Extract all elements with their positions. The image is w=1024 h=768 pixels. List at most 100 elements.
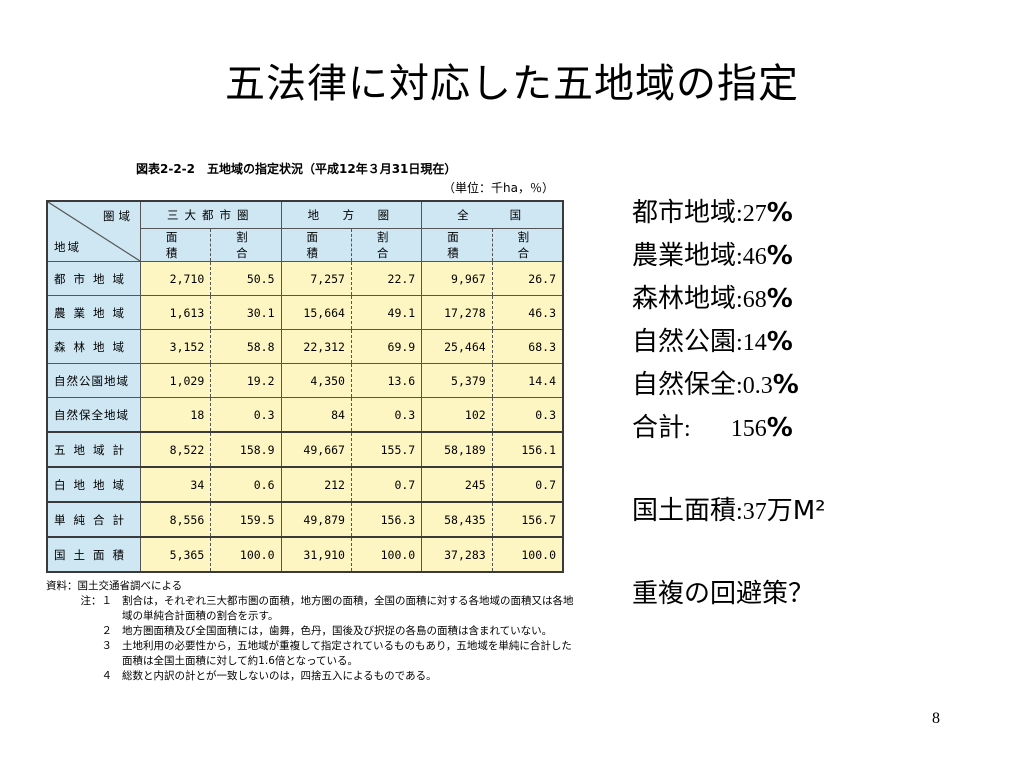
question-line: 重複の回避策？ <box>632 579 815 609</box>
table-row: 自然公園地域 1,029 19.2 4,350 13.6 5,379 14.4 <box>46 363 564 398</box>
source-note: 資料：国土交通省調べによる <box>46 580 183 592</box>
area-cell: 58,435 <box>421 501 493 538</box>
summary-value: 156 <box>730 416 767 442</box>
note-label: ３ <box>101 640 113 652</box>
notes-list: 注：１ 割合は，それぞれ三大都市圏の面積，地方圏の面積，全国の面積に対する各地域の… <box>46 594 576 684</box>
ratio-cell: 156.7 <box>491 501 564 538</box>
land-area-line: 国土面積:37万M² <box>632 490 826 533</box>
table-row: 国土面積 5,365 100.0 31,910 100.0 37,283 100.0 <box>46 536 564 573</box>
area-cell: 212 <box>280 466 352 503</box>
land-area-label: 国土面積 <box>632 496 737 526</box>
page-number: 8 <box>932 710 940 727</box>
summary-value: 46 <box>742 244 767 270</box>
note-item: ４ 総数と内訳の計とが一致しないのは，四捨五入によるものである。 <box>46 669 576 684</box>
row-label: 都市地域 <box>46 261 141 296</box>
note-text: 総数と内訳の計とが一致しないのは，四捨五入によるものである。 <box>122 670 437 682</box>
figure-notes: 資料：国土交通省調べによる 注：１ 割合は，それぞれ三大都市圏の面積，地方圏の面積… <box>46 579 576 684</box>
area-table: 圏域 地域 三大都市圏 地 方 圏 全 国 面 積 割 合 面 積 割 合 面 … <box>46 200 564 573</box>
note-label: ４ <box>101 670 113 682</box>
note-item: ２ 地方圏面積及び全国面積には，歯舞，色丹，国後及び択捉の各島の面積は含まれていな… <box>46 624 576 639</box>
ratio-cell: 100.0 <box>491 536 564 573</box>
sub-header: 面 積 <box>421 228 493 262</box>
note-text: 割合は，それぞれ三大都市圏の面積，地方圏の面積，全国の面積に対する各地域の面積又… <box>122 595 574 622</box>
summary-item: 合計: 156% <box>632 407 826 450</box>
ratio-cell: 22.7 <box>350 261 423 296</box>
summary-item: 森林地域:68% <box>632 278 826 321</box>
summary-item: 都市地域:27% <box>632 192 826 235</box>
corner-label-area: 地域 <box>54 240 81 254</box>
row-label: 五地域計 <box>46 431 141 468</box>
note-text: 土地利用の必要性から，五地域が重複して指定されているものもあり，五地域を単純に合… <box>122 640 572 667</box>
area-cell: 18 <box>139 397 212 433</box>
ratio-cell: 69.9 <box>350 329 423 364</box>
ratio-cell: 0.3 <box>210 397 282 433</box>
ratio-cell: 100.0 <box>350 536 423 573</box>
ratio-cell: 49.1 <box>350 295 423 330</box>
ratio-cell: 26.7 <box>491 261 564 296</box>
summary-value: 68 <box>742 287 767 313</box>
area-cell: 49,879 <box>280 501 352 538</box>
summary-label: 自然保全 <box>632 370 737 400</box>
table-row: 白地地域 34 0.6 212 0.7 245 0.7 <box>46 466 564 503</box>
summary-label: 合計 <box>632 413 685 443</box>
table-row: 都市地域 2,710 50.5 7,257 22.7 9,967 26.7 <box>46 261 564 296</box>
row-label: 白地地域 <box>46 466 141 503</box>
summary-sep: : <box>736 373 743 399</box>
summary-sep: : <box>684 416 691 442</box>
area-cell: 9,967 <box>421 261 493 296</box>
area-cell: 2,710 <box>139 261 212 296</box>
ratio-cell: 50.5 <box>210 261 282 296</box>
spacer <box>632 450 826 490</box>
area-cell: 5,379 <box>421 363 493 398</box>
slide-title: 五法律に対応した五地域の指定 <box>225 61 799 107</box>
note-text: 地方圏面積及び全国面積には，歯舞，色丹，国後及び択捉の各島の面積は含まれていない… <box>122 625 553 637</box>
note-item: 注：１ 割合は，それぞれ三大都市圏の面積，地方圏の面積，全国の面積に対する各地域の… <box>46 594 576 624</box>
summary-unit: % <box>766 284 793 314</box>
note-label: 注：１ <box>80 595 113 607</box>
corner-label-region: 圏域 <box>103 209 134 223</box>
ratio-cell: 0.7 <box>350 466 423 503</box>
summary-unit: % <box>766 241 793 271</box>
summary-value: 0.3 <box>742 373 773 399</box>
sub-header: 割 合 <box>210 228 282 262</box>
area-cell: 49,667 <box>280 431 352 468</box>
summary-unit: % <box>766 413 793 443</box>
ratio-cell: 0.3 <box>491 397 564 433</box>
figure: 図表2-2-2 五地域の指定状況（平成12年３月31日現在） （単位：千ha，％… <box>46 160 574 684</box>
area-cell: 34 <box>139 466 212 503</box>
ratio-cell: 13.6 <box>350 363 423 398</box>
table-row: 単純合計 8,556 159.5 49,879 156.3 58,435 156.7 <box>46 501 564 538</box>
table-row: 自然保全地域 18 0.3 84 0.3 102 0.3 <box>46 397 564 433</box>
area-cell: 84 <box>280 397 352 433</box>
summary-label: 農業地域 <box>632 241 737 271</box>
note-label: ２ <box>101 625 113 637</box>
area-cell: 4,350 <box>280 363 352 398</box>
note-item: ３ 土地利用の必要性から，五地域が重複して指定されているものもあり，五地域を単純に… <box>46 639 576 669</box>
row-label: 自然公園地域 <box>46 363 141 398</box>
area-cell: 17,278 <box>421 295 493 330</box>
ratio-cell: 156.1 <box>491 431 564 468</box>
area-cell: 1,613 <box>139 295 212 330</box>
area-cell: 8,522 <box>139 431 212 468</box>
area-cell: 245 <box>421 466 493 503</box>
group-header: 全 国 <box>421 200 564 229</box>
figure-unit: （単位：千ha，％） <box>443 181 554 195</box>
summary-value: 14 <box>742 330 767 356</box>
sub-header: 面 積 <box>280 228 352 262</box>
ratio-cell: 100.0 <box>210 536 282 573</box>
area-cell: 37,283 <box>421 536 493 573</box>
ratio-cell: 155.7 <box>350 431 423 468</box>
group-header: 三大都市圏 <box>140 200 282 229</box>
row-label: 国土面積 <box>46 536 141 573</box>
summary-unit: % <box>772 370 799 400</box>
table-row: 農業地域 1,613 30.1 15,664 49.1 17,278 46.3 <box>46 295 564 330</box>
ratio-cell: 158.9 <box>210 431 282 468</box>
summary-item: 農業地域:46% <box>632 235 826 278</box>
summary-sep: : <box>736 330 743 356</box>
group-header: 地 方 圏 <box>280 200 423 229</box>
corner-diagonal <box>48 202 140 261</box>
area-cell: 7,257 <box>280 261 352 296</box>
ratio-cell: 58.8 <box>210 329 282 364</box>
sub-header: 割 合 <box>350 228 423 262</box>
summary-label: 都市地域 <box>632 198 737 228</box>
